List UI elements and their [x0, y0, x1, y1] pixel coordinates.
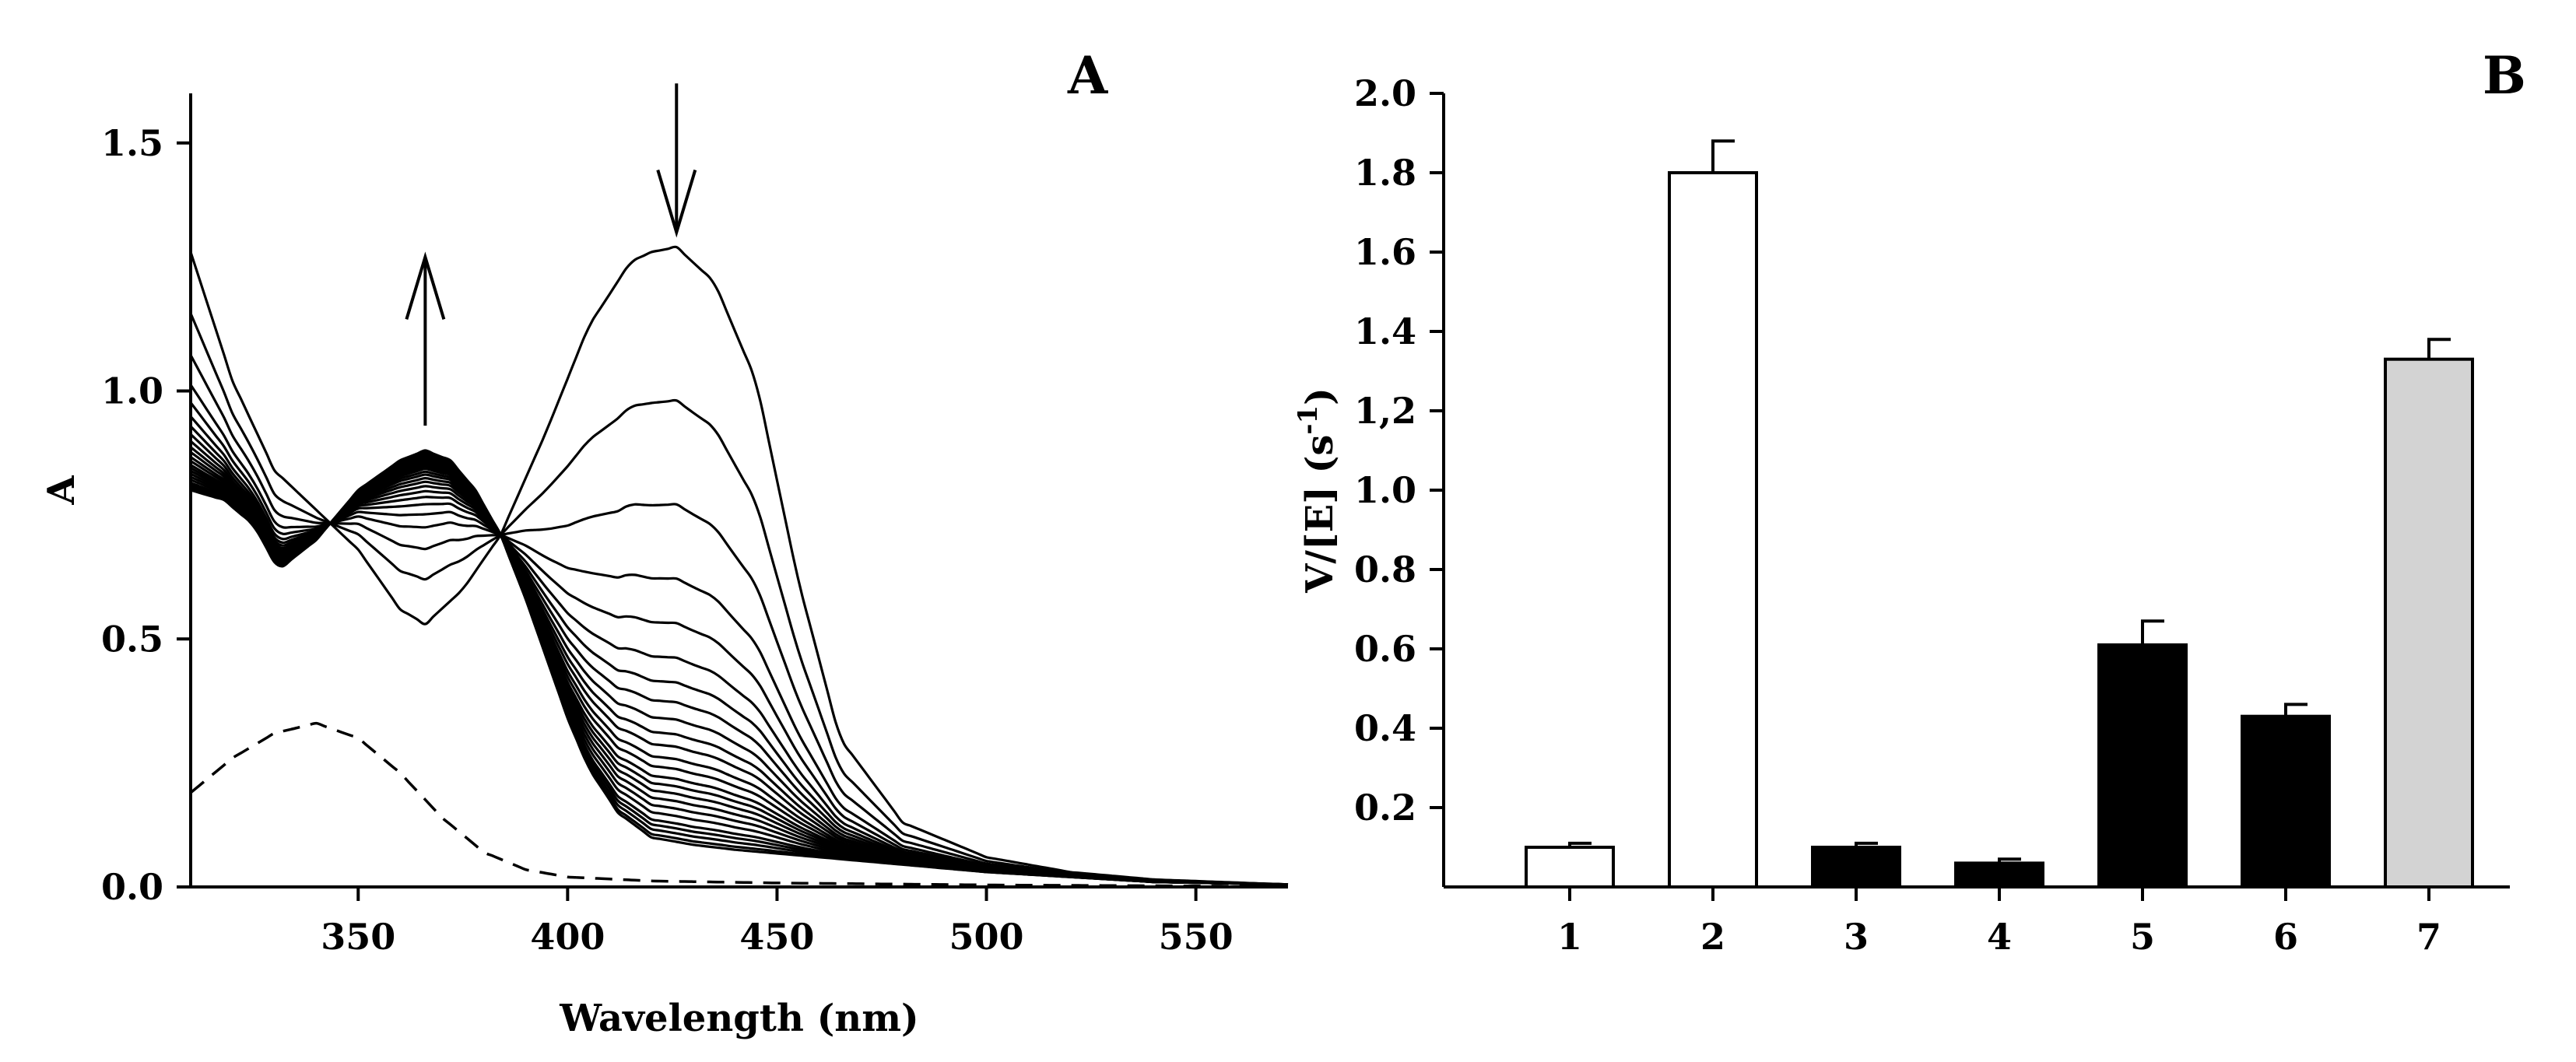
bar-7 — [2384, 357, 2474, 889]
bar-2 — [1668, 171, 1758, 889]
panel-a-arrows — [405, 83, 697, 426]
error-bar-4 — [1998, 857, 2021, 864]
x-tick-label-500: 500 — [949, 916, 1024, 958]
category-label-5: 5 — [2130, 916, 2155, 958]
spectrum-curve-24 — [190, 449, 1289, 886]
panel-a-spectra-chart: A 350 400 450 500 550 0.0 0.5 1.0 1.5 Wavelength… — [40, 45, 1289, 1040]
down-arrow-head — [656, 169, 697, 238]
category-label-3: 3 — [1844, 916, 1869, 958]
y-tick-label-0.5: 0.5 — [101, 618, 163, 660]
panel-b-y-axis-title-main: V/[E] (s — [1298, 435, 1342, 594]
b-y-tick-label-1.8: 1.8 — [1354, 152, 1416, 194]
category-label-1: 1 — [1557, 916, 1582, 958]
panel-a-y-axis-title: A — [40, 475, 83, 506]
x-tick-label-400: 400 — [530, 916, 605, 958]
x-tick-label-350: 350 — [321, 916, 395, 958]
y-tick-label-0: 0.0 — [101, 866, 163, 908]
spectrum-curve-19 — [190, 457, 1289, 886]
panel-a-x-axis-title: Wavelength (nm) — [559, 997, 918, 1040]
category-label-2: 2 — [1700, 916, 1725, 958]
y-tick-label-1.5: 1.5 — [101, 122, 163, 164]
panel-b-letter: B — [2483, 45, 2526, 106]
b-y-tick-label-0.8: 0.8 — [1354, 549, 1416, 591]
b-y-tick-label-0.2: 0.2 — [1354, 787, 1416, 829]
up-arrow-head — [405, 251, 446, 320]
spectrum-curve-20 — [190, 454, 1289, 886]
error-bar-3 — [1855, 841, 1878, 847]
panel-b-ticks: 0.2 0.4 0.6 0.8 1.0 1,2 1.4 1.6 1.8 2.0 — [1354, 72, 1444, 829]
y-tick-label-1: 1.0 — [101, 370, 163, 412]
b-y-tick-label-0.4: 0.4 — [1354, 707, 1416, 749]
panel-b-y-axis-title-close: ) — [1298, 387, 1342, 405]
bar-3 — [1811, 846, 1901, 889]
error-bar-1 — [1568, 841, 1592, 847]
error-bar-6 — [2284, 703, 2308, 717]
b-y-tick-label-1.6: 1.6 — [1354, 231, 1416, 273]
bar-6 — [2241, 714, 2331, 889]
spectrum-curve-21 — [190, 453, 1289, 886]
category-label-6: 6 — [2273, 916, 2298, 958]
panel-b-bars: 1 2 3 4 5 6 7 — [1525, 139, 2474, 958]
panel-b-bar-chart: B 1 2 3 4 5 6 7 0.2 0.4 0.6 0.8 1.0 1,2 1.4 1.6 1.8 2.0… — [1293, 45, 2526, 958]
spectrum-curve-12 — [190, 456, 1289, 886]
category-label-7: 7 — [2416, 916, 2441, 958]
panel-a-ticks: 350 400 450 500 550 0.0 0.5 1.0 1.5 — [101, 122, 1234, 958]
bar-4 — [1954, 861, 2044, 889]
error-bar-2 — [1711, 139, 1735, 173]
b-y-tick-label-1.2: 1,2 — [1354, 390, 1416, 432]
panel-a-letter: A — [1067, 45, 1108, 106]
x-tick-label-450: 450 — [739, 916, 814, 958]
x-tick-label-550: 550 — [1159, 916, 1234, 958]
spectrum-curve-2 — [189, 313, 1289, 886]
panel-a-curves — [189, 245, 1289, 889]
error-bar-7 — [2427, 338, 2451, 359]
panel-b-y-axis-title-superscript: -1 — [1293, 405, 1324, 435]
b-y-tick-label-1.4: 1.4 — [1354, 310, 1416, 352]
b-y-tick-label-2: 2.0 — [1354, 72, 1416, 114]
bar-5 — [2097, 643, 2188, 889]
b-y-tick-label-1: 1.0 — [1354, 469, 1416, 511]
spectrum-curve-3 — [189, 354, 1289, 886]
dashed-reference-spectrum — [189, 721, 1289, 889]
error-bar-5 — [2141, 619, 2164, 645]
b-y-tick-label-0.6: 0.6 — [1354, 628, 1416, 670]
category-label-4: 4 — [1987, 916, 2012, 958]
panel-b-y-axis-title: V/[E] (s-1) — [1293, 387, 1342, 594]
bar-1 — [1525, 846, 1615, 889]
